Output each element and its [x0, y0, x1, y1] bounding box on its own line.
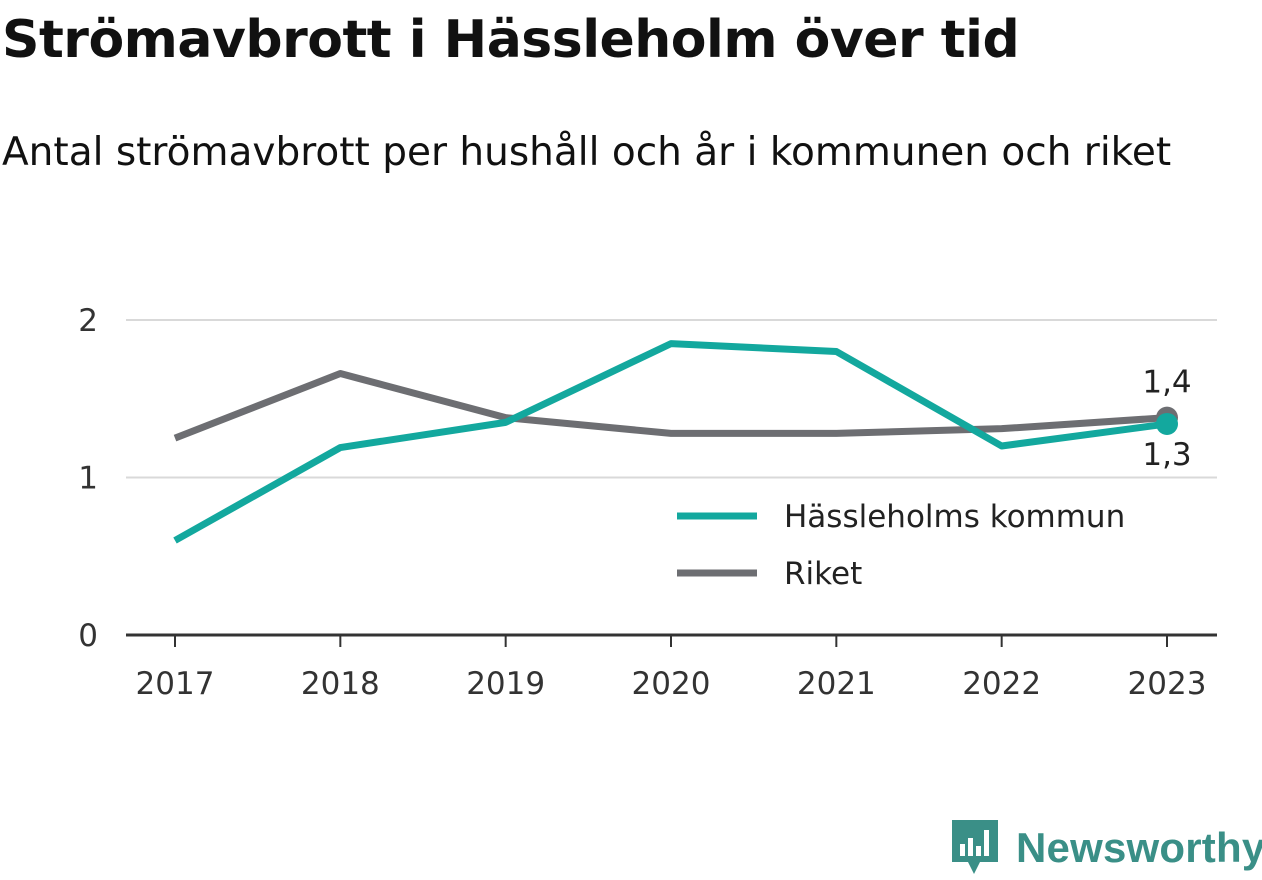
series-line — [173, 340, 1168, 544]
x-tick-label: 2020 — [632, 666, 711, 702]
x-tick-label: 2022 — [962, 666, 1041, 702]
brand-logo: Newsworthy — [950, 818, 1262, 878]
x-tick-label: 2021 — [797, 666, 876, 702]
brand-name: Newsworthy — [1016, 824, 1262, 871]
x-tick-labels: 2017 2018 2019 2020 2021 2022 2023 — [136, 666, 1207, 702]
x-axis — [126, 633, 1217, 647]
y-tick-labels: 0 1 2 — [78, 303, 98, 654]
series-line — [173, 370, 1168, 442]
series-end-point — [1156, 412, 1178, 435]
end-value-label: 1,3 — [1142, 437, 1191, 473]
x-tick-label: 2023 — [1128, 666, 1207, 702]
x-tick-label: 2019 — [466, 666, 545, 702]
x-tick-label: 2017 — [136, 666, 215, 702]
end-value-labels: 1,4 1,3 — [1142, 365, 1191, 473]
legend-label: Hässleholms kommun — [784, 499, 1125, 535]
chart-title: Strömavbrott i Hässleholm över tid — [2, 10, 1020, 70]
x-tick-label: 2018 — [301, 666, 380, 702]
newsworthy-logo-icon — [950, 816, 1000, 880]
chart-subtitle: Antal strömavbrott per hushåll och år i … — [2, 130, 1172, 175]
y-tick-label: 1 — [78, 461, 98, 497]
grid-lines — [126, 319, 1217, 479]
series-lines — [173, 340, 1178, 544]
legend-label: Riket — [784, 556, 862, 592]
legend: Hässleholms kommun Riket — [677, 499, 1125, 592]
y-tick-label: 0 — [78, 618, 98, 654]
end-value-label: 1,4 — [1142, 365, 1191, 401]
y-tick-label: 2 — [78, 303, 98, 339]
